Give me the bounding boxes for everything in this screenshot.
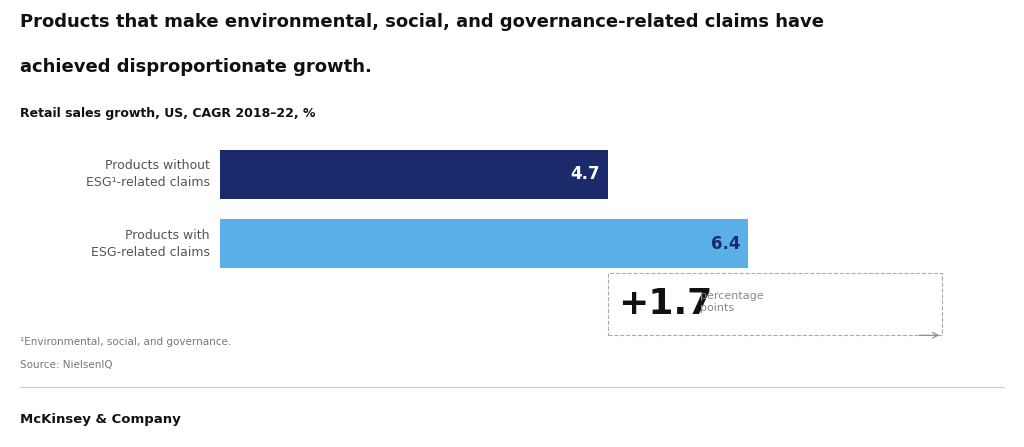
Text: achieved disproportionate growth.: achieved disproportionate growth.: [20, 58, 373, 76]
Text: Products with
ESG-related claims: Products with ESG-related claims: [91, 228, 210, 259]
Text: 4.7: 4.7: [570, 165, 600, 183]
Text: +1.7: +1.7: [618, 287, 713, 321]
Text: Retail sales growth, US, CAGR 2018–22, %: Retail sales growth, US, CAGR 2018–22, %: [20, 107, 316, 120]
Text: ¹Environmental, social, and governance.: ¹Environmental, social, and governance.: [20, 337, 231, 347]
Text: Source: NielsenIQ: Source: NielsenIQ: [20, 360, 113, 370]
FancyBboxPatch shape: [220, 150, 608, 199]
Text: 6.4: 6.4: [711, 235, 740, 253]
Text: Products that make environmental, social, and governance-related claims have: Products that make environmental, social…: [20, 13, 824, 31]
Text: percentage
points: percentage points: [700, 291, 764, 313]
FancyBboxPatch shape: [220, 219, 749, 268]
Text: McKinsey & Company: McKinsey & Company: [20, 413, 181, 426]
Text: Products without
ESG¹-related claims: Products without ESG¹-related claims: [86, 159, 210, 190]
